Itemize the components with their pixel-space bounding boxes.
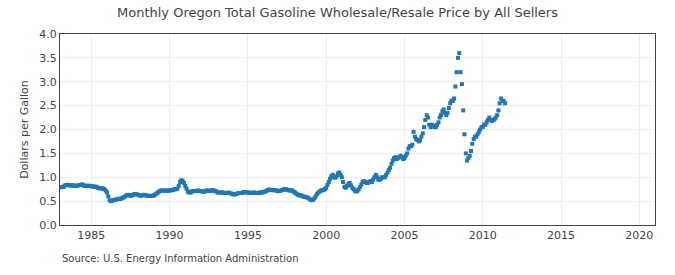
svg-text:2.0: 2.0 xyxy=(39,123,57,136)
svg-text:1.0: 1.0 xyxy=(39,171,57,184)
svg-text:0.5: 0.5 xyxy=(39,195,57,208)
svg-text:2005: 2005 xyxy=(390,229,418,242)
svg-text:1.5: 1.5 xyxy=(39,147,57,160)
svg-text:2000: 2000 xyxy=(312,229,340,242)
svg-text:1985: 1985 xyxy=(77,229,105,242)
svg-text:2010: 2010 xyxy=(469,229,497,242)
svg-text:3.0: 3.0 xyxy=(39,76,57,89)
svg-text:2015: 2015 xyxy=(547,229,575,242)
svg-text:4.0: 4.0 xyxy=(39,28,57,41)
svg-text:Dollars per Gallon: Dollars per Gallon xyxy=(18,80,31,179)
svg-text:2020: 2020 xyxy=(625,229,653,242)
svg-text:1995: 1995 xyxy=(234,229,262,242)
svg-text:1990: 1990 xyxy=(156,229,184,242)
svg-text:Monthly Oregon Total Gasoline: Monthly Oregon Total Gasoline Wholesale/… xyxy=(117,5,558,20)
svg-text:2.5: 2.5 xyxy=(39,99,57,112)
svg-text:0.0: 0.0 xyxy=(39,219,57,232)
svg-text:Source: U.S. Energy Informatio: Source: U.S. Energy Information Administ… xyxy=(62,253,299,264)
svg-text:3.5: 3.5 xyxy=(39,52,57,65)
